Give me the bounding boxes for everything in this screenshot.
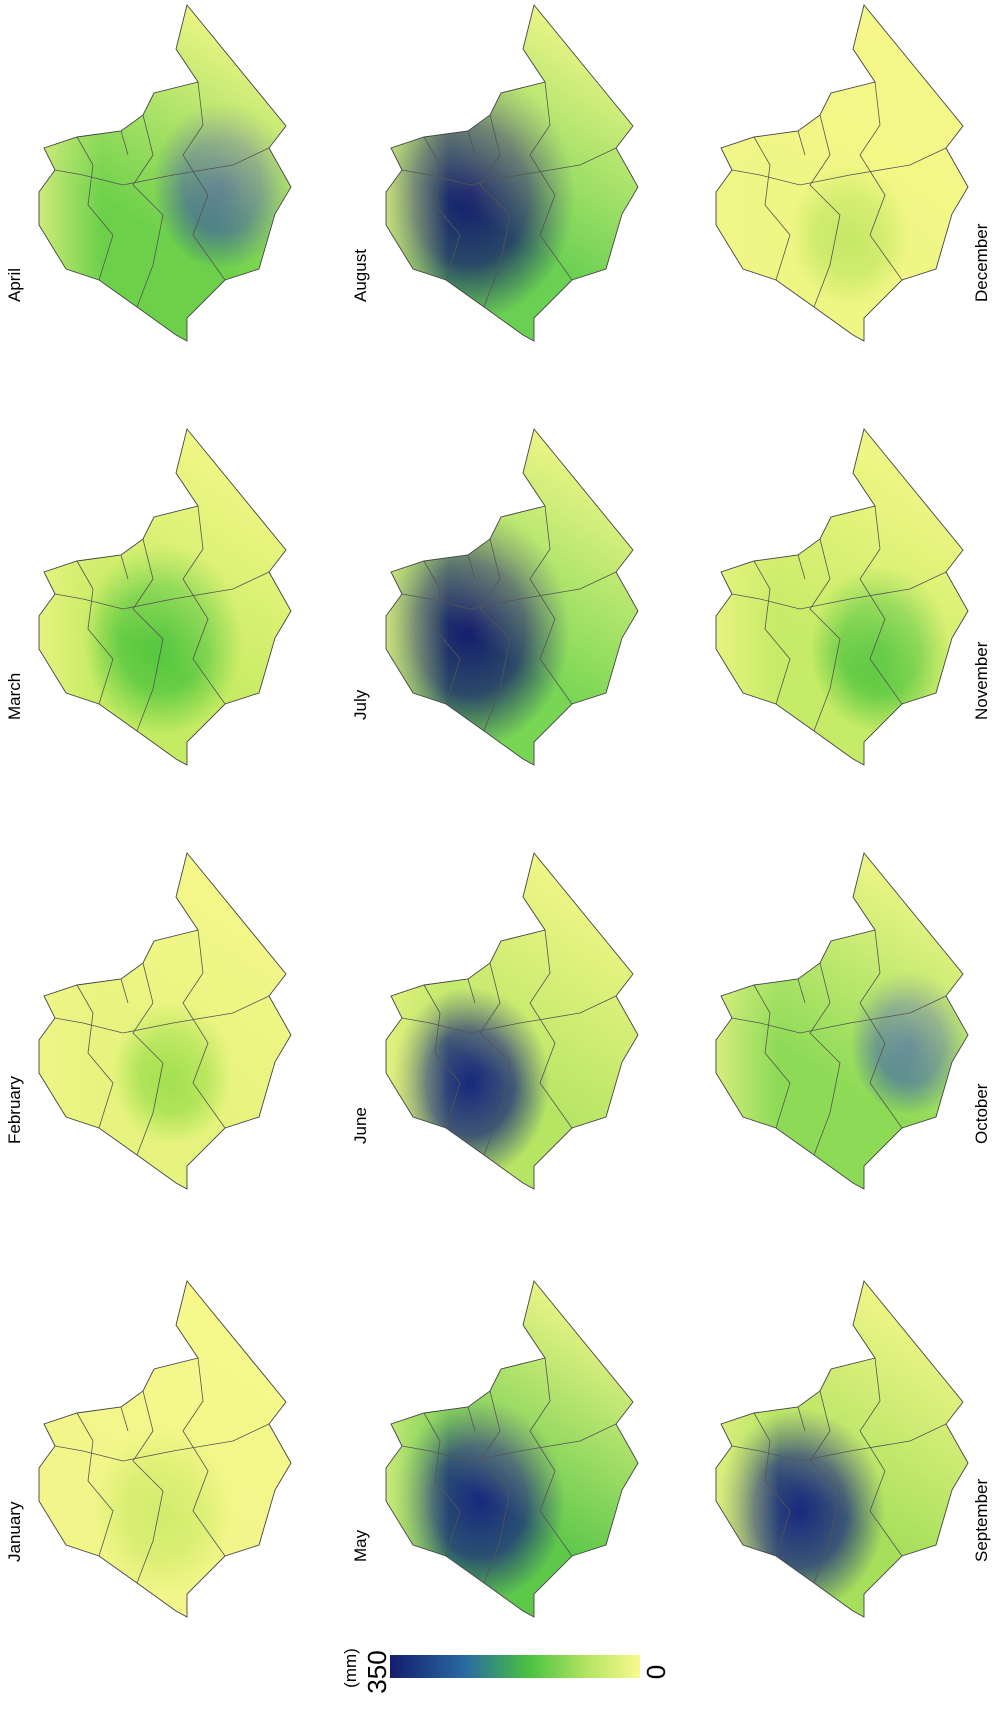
- dry-edge: [710, 1281, 985, 1621]
- dry-edge: [33, 5, 308, 345]
- colorbar-max: 350: [362, 1650, 392, 1693]
- map-fill: [380, 1281, 655, 1621]
- map-panel: [33, 1281, 308, 1621]
- map-fill: [380, 853, 655, 1193]
- map-panel: [710, 429, 985, 769]
- map-panel: [710, 1281, 985, 1621]
- dry-edge: [33, 429, 308, 769]
- month-label: October: [972, 1083, 991, 1144]
- map-panel: [710, 853, 985, 1193]
- map-fill: [710, 1281, 985, 1621]
- map-panel: [380, 853, 655, 1193]
- dry-edge: [33, 853, 308, 1193]
- map-fill: [33, 1281, 308, 1621]
- map-panel: [33, 853, 308, 1193]
- map-fill: [370, 429, 655, 769]
- map-panel: [370, 429, 655, 769]
- month-label: November: [972, 641, 991, 720]
- dry-edge: [380, 1281, 655, 1621]
- map-fill: [710, 429, 985, 769]
- month-label: September: [972, 1479, 991, 1562]
- month-label: May: [351, 1529, 370, 1562]
- month-label: December: [972, 223, 991, 302]
- dry-edge: [33, 1281, 308, 1621]
- month-label: February: [5, 1075, 24, 1144]
- map-fill: [710, 853, 985, 1193]
- dry-edge: [380, 429, 655, 769]
- month-label: July: [351, 689, 370, 720]
- map-fill: [33, 429, 308, 769]
- map-panel: [380, 1281, 655, 1621]
- map-fill: [33, 5, 308, 345]
- map-fill: [33, 853, 308, 1193]
- month-label: June: [351, 1107, 370, 1144]
- map-panel: [710, 5, 985, 345]
- colorbar-min: 0: [641, 1665, 671, 1679]
- dry-edge: [710, 853, 985, 1193]
- month-label: April: [5, 268, 24, 302]
- map-panel: [33, 429, 308, 769]
- map-panel: [365, 5, 655, 345]
- month-label: March: [5, 673, 24, 720]
- colorbar: 350 (mm) 0: [341, 1648, 671, 1694]
- map-panel: [33, 5, 308, 345]
- dry-edge: [710, 5, 985, 345]
- colorbar-ramp: [390, 1655, 640, 1678]
- dry-edge: [380, 853, 655, 1193]
- month-label: January: [5, 1501, 24, 1562]
- colorbar-unit: (mm): [341, 1648, 360, 1688]
- dry-edge: [710, 429, 985, 769]
- map-fill: [710, 5, 985, 345]
- figure: 350 (mm) 0 January February March April May J…: [0, 0, 997, 1726]
- map-fill: [365, 5, 655, 345]
- dry-edge: [380, 5, 655, 345]
- month-label: August: [351, 249, 370, 302]
